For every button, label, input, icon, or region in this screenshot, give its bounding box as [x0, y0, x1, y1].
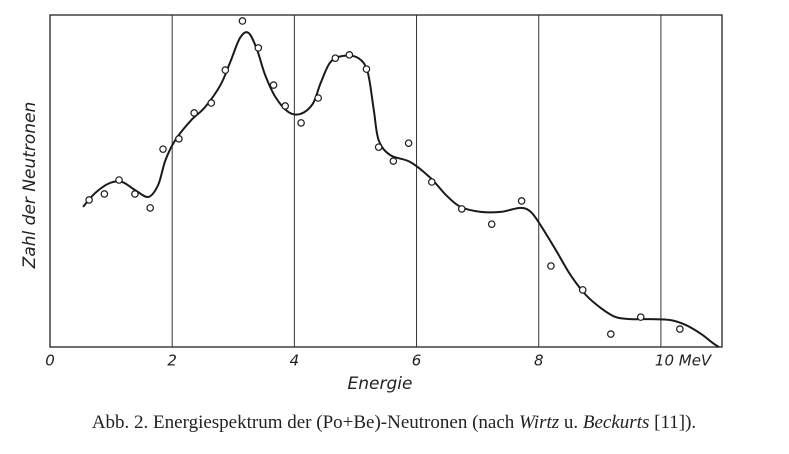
caption-text: u.	[559, 412, 583, 433]
data-point	[457, 205, 466, 213]
x-tick-label: 2	[167, 352, 177, 370]
data-point	[404, 139, 413, 147]
data-point	[547, 262, 555, 270]
data-point	[190, 109, 198, 117]
data-point	[607, 330, 615, 338]
data-point	[428, 178, 436, 186]
x-tick-label: 8	[534, 352, 544, 370]
caption-text: Abb. 2. Energiespektrum der (Po+Be)-Neut…	[92, 412, 519, 433]
x-axis-title: Energie	[348, 374, 413, 394]
data-point	[115, 176, 123, 184]
data-point	[374, 143, 383, 151]
caption: Abb. 2. Energiespektrum der (Po+Be)-Neut…	[92, 412, 696, 433]
fitted-curve	[82, 31, 720, 348]
data-point	[221, 66, 230, 74]
caption-author: Wirtz	[519, 412, 560, 433]
data-point	[269, 81, 278, 89]
data-point	[100, 190, 109, 198]
data-point	[314, 94, 322, 102]
data-point	[207, 99, 216, 107]
data-point	[578, 286, 587, 294]
data-point	[254, 44, 263, 52]
data-point	[159, 145, 167, 153]
data-point	[487, 220, 496, 228]
caption-text: [11]).	[649, 412, 696, 433]
x-tick-label: 0	[45, 352, 55, 370]
data-point	[146, 204, 154, 212]
data-point	[676, 325, 684, 333]
data-point	[131, 190, 139, 198]
x-tick-label: 4	[290, 352, 300, 370]
data-point	[175, 135, 183, 143]
x-tick-label: 10 MeV	[655, 352, 713, 370]
data-point	[345, 51, 354, 59]
data-point	[517, 197, 526, 205]
x-tick-label: 6	[412, 352, 422, 370]
data-point	[281, 102, 290, 110]
data-point	[389, 157, 398, 165]
data-point	[297, 119, 305, 127]
plot-frame	[49, 14, 723, 348]
data-point	[362, 65, 371, 73]
data-point	[85, 196, 93, 204]
data-point	[331, 54, 340, 62]
data-point	[636, 313, 645, 321]
caption-author: Beckurts	[583, 412, 649, 433]
y-axis-title: Zahl der Neutronen	[20, 102, 40, 270]
data-point	[238, 17, 247, 25]
